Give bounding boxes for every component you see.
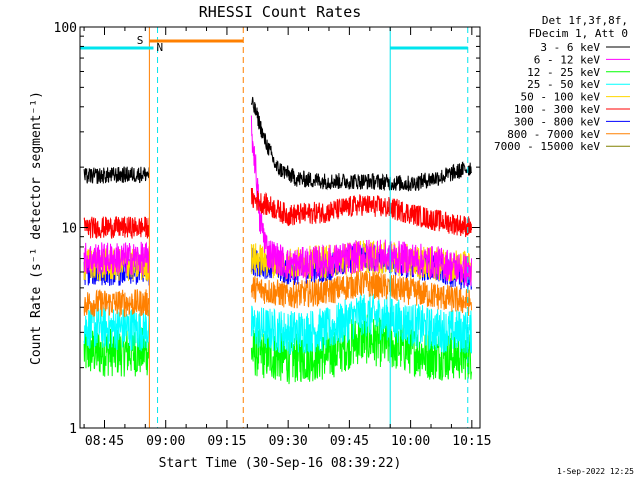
- legend-label-7: 800 - 7000 keV: [507, 128, 600, 141]
- series-line-3-seg-0: [83, 304, 150, 352]
- legend: Det 1f,3f,8f, FDecim 1, Att 0 3 - 6 keV6…: [494, 14, 630, 153]
- y-tick-label-0: 1: [69, 422, 77, 437]
- x-tick-label-6: 10:15: [452, 434, 491, 449]
- ticks-layer: 08:45 09:00 09:15 09:30 09:45 10:00 10:15 1 10 10…: [54, 21, 492, 449]
- series-line-5-seg-0: [83, 216, 150, 239]
- legend-header-2: FDecim 1, Att 0: [529, 27, 628, 40]
- y-axis-label: Count Rate (s⁻¹ detector segment⁻¹): [29, 91, 44, 365]
- legend-label-2: 12 - 25 keV: [527, 66, 600, 79]
- x-tick-label-4: 09:45: [330, 434, 369, 449]
- x-axis-label: Start Time (30-Sep-16 08:39:22): [159, 456, 402, 471]
- series-line-3-seg-1: [250, 292, 472, 355]
- chart-title: RHESSI Count Rates: [199, 3, 362, 21]
- legend-label-1: 6 - 12 keV: [534, 53, 601, 66]
- x-tick-label-1: 09:00: [146, 434, 185, 449]
- x-tick-label-3: 09:30: [269, 434, 308, 449]
- legend-label-6: 300 - 800 keV: [514, 115, 600, 128]
- night-label: N: [156, 41, 163, 54]
- x-tick-label-2: 09:15: [207, 434, 246, 449]
- series-line-1-seg-0: [83, 241, 150, 276]
- y-tick-label-2: 100: [54, 21, 77, 36]
- data-layer: [83, 96, 472, 385]
- series-line-7-seg-0: [83, 289, 150, 318]
- legend-label-4: 50 - 100 keV: [521, 91, 601, 104]
- series-line-7-seg-1: [250, 269, 472, 316]
- saa-label: S: [137, 34, 144, 47]
- legend-label-5: 100 - 300 keV: [514, 103, 600, 116]
- series-line-0-seg-1: [250, 96, 472, 192]
- y-tick-label-1: 10: [61, 222, 77, 237]
- legend-label-8: 7000 - 15000 keV: [494, 140, 600, 153]
- legend-label-0: 3 - 6 keV: [540, 41, 600, 54]
- series-line-1-seg-1: [250, 115, 472, 286]
- x-tick-label-0: 08:45: [85, 434, 124, 449]
- footer-timestamp: 1-Sep-2022 12:25: [557, 467, 634, 476]
- series-line-0-seg-0: [83, 166, 150, 184]
- legend-label-3: 25 - 50 keV: [527, 78, 600, 91]
- series-line-5-seg-1: [250, 187, 472, 238]
- x-tick-label-5: 10:00: [391, 434, 430, 449]
- legend-header-1: Det 1f,3f,8f,: [542, 14, 628, 27]
